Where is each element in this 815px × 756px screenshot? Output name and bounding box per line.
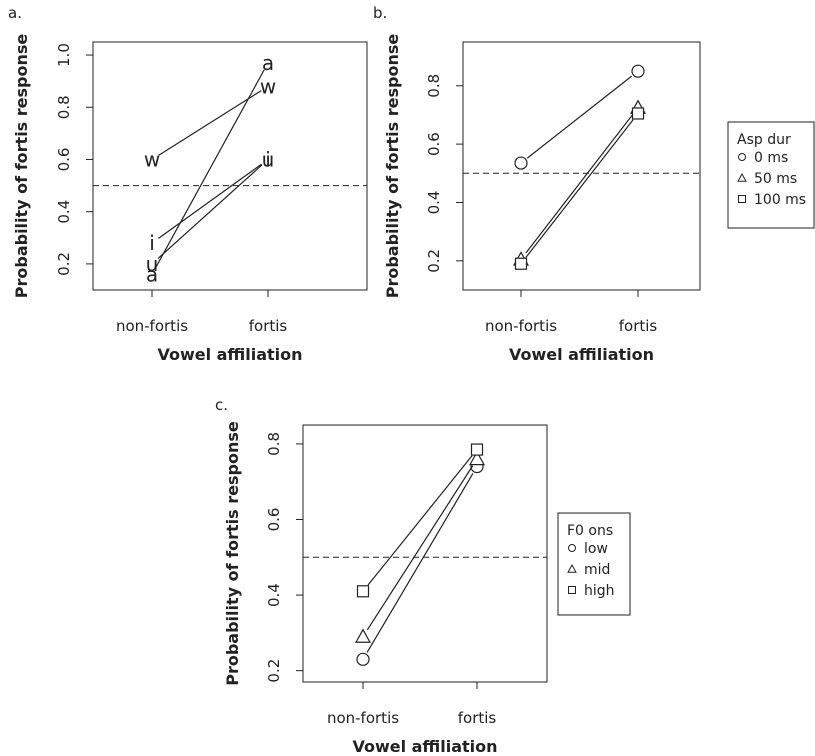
series-0-ms [514,64,645,170]
x-axis-title: Vowel affiliation [509,345,654,364]
data-point [468,450,486,466]
series-i: ii [149,147,271,255]
y-tick-label: 0.6 [55,148,73,172]
legend: Asp dur 0 ms 50 ms 100 ms [727,121,815,229]
series-high [356,443,484,598]
legend-label: 50 ms [754,171,797,187]
data-point [470,443,484,456]
series-a: aa [146,51,274,286]
series-u: uu [146,147,275,275]
data-point: a [262,51,274,75]
data-point: u [146,252,159,276]
y-tick-label: 0.2 [265,659,283,683]
y-tick-label: 0.6 [425,132,443,156]
legend-label: mid [584,562,610,578]
x-tick-label: non-fortis [116,317,188,335]
x-axis-title: Vowel affiliation [352,737,497,756]
y-tick-label: 0.2 [55,252,73,276]
series-line [526,75,633,159]
y-tick-label: 0.8 [55,95,73,119]
y-tick-label: 0.4 [265,583,283,607]
legend-label: 0 ms [754,150,788,166]
x-tick-label: fortis [619,317,658,335]
legend-label: high [584,583,615,599]
data-point [354,628,372,643]
x-tick-label: fortis [249,317,288,335]
series-50-ms [512,99,647,266]
x-tick-label: non-fortis [327,709,399,727]
panel-2: c. 0.2 0.4 0.6 0.8 non-fortis fortis Vowel affi… [215,396,631,756]
y-axis-title: Probability of fortis response [223,421,242,686]
y-tick-label: 0.8 [425,74,443,98]
legend-marker [568,586,576,594]
legend-marker [738,195,746,203]
data-point: w [260,74,276,98]
legend-title: F0 ons [567,523,613,539]
y-tick-label: 0.4 [425,191,443,215]
y-tick-label: 0.6 [265,508,283,532]
series-low [356,459,484,666]
x-axis-title: Vowel affiliation [157,345,302,364]
panel-letter: c. [215,396,228,414]
legend-title: Asp dur [737,132,791,148]
series-line [158,163,262,239]
data-point [631,64,645,78]
x-tick-label: non-fortis [485,317,557,335]
y-tick-label: 1.0 [55,43,73,67]
series-line [366,473,474,653]
y-axis-title: Probability of fortis response [383,34,402,299]
legend: F0 ons low mid high [557,512,631,616]
data-point: i [265,147,271,171]
series-100-ms [514,107,645,270]
panel-letter: b. [373,4,387,22]
legend-label: low [584,541,608,557]
series-line [158,90,262,156]
data-point [356,652,370,666]
series-w: ww [144,74,276,171]
series-line [366,465,474,631]
y-tick-label: 0.2 [425,249,443,273]
plot-frame [92,41,368,291]
legend-marker [737,172,747,182]
panel-1: b. 0.2 0.4 0.6 0.8 non-fortis fortis Vowel affi… [373,4,815,364]
series-line [155,69,265,268]
x-tick-label: fortis [458,709,497,727]
y-tick-label: 0.4 [55,200,73,224]
series-line [157,164,263,259]
data-point: w [144,147,160,171]
series-line [525,119,634,258]
series-line [525,113,634,254]
plot-frame [302,424,548,683]
legend-marker [567,563,577,573]
data-point [514,156,528,170]
legend-label: 100 ms [754,192,806,208]
panel-0: a. 0.2 0.4 0.6 0.8 1.0 non-fortis fortis Vowel a… [8,4,368,364]
data-point: a [146,262,158,286]
legend-box [557,512,631,616]
data-point: i [149,231,155,255]
data-point [631,107,645,120]
data-point: u [262,147,275,171]
y-axis-title: Probability of fortis response [12,34,31,299]
data-point [514,257,528,270]
panel-letter: a. [8,4,22,22]
y-tick-label: 0.8 [265,432,283,456]
series-line [367,455,473,586]
series-mid [354,450,486,643]
legend-marker [568,544,576,552]
plot-frame [462,41,701,291]
data-point [356,585,370,598]
legend-marker [738,153,746,161]
